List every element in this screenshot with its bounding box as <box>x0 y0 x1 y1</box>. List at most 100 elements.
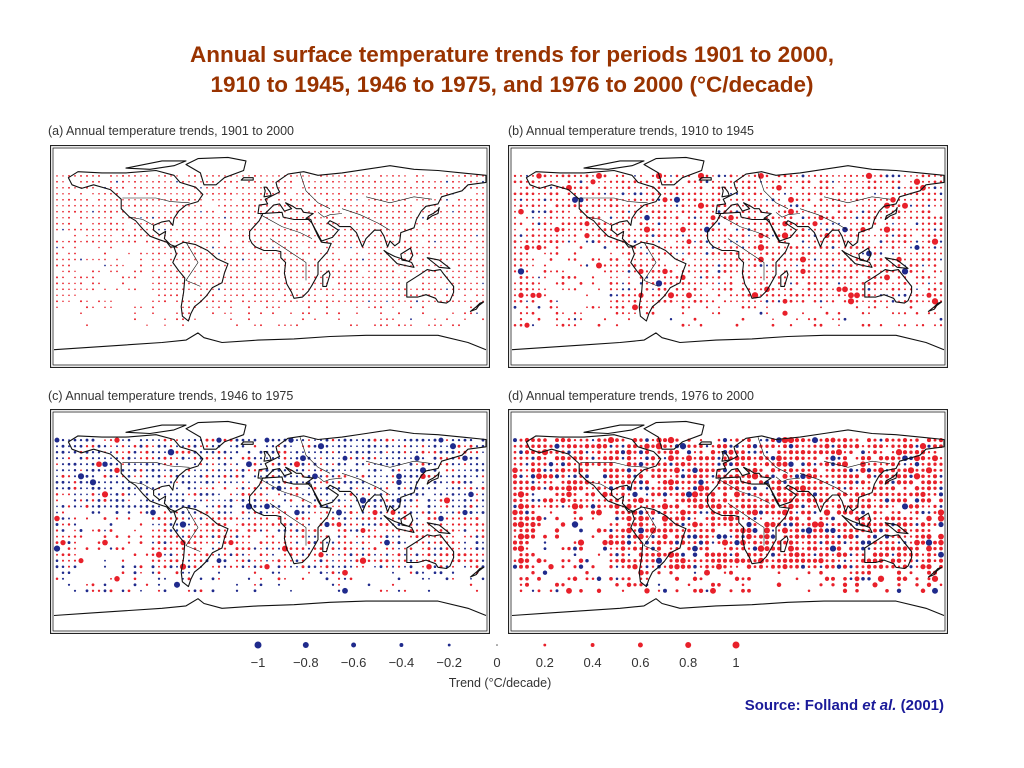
warming-dot <box>638 268 644 274</box>
warming-dot <box>254 270 256 273</box>
cooling-dot <box>157 469 161 472</box>
warming-dot <box>813 216 817 219</box>
warming-dot <box>86 228 88 231</box>
cooling-dot <box>164 451 166 454</box>
warming-dot <box>657 216 661 220</box>
warming-dot <box>235 565 239 568</box>
warming-dot <box>188 252 190 255</box>
warming-dot <box>260 222 262 225</box>
warming-dot <box>272 180 274 183</box>
warming-dot <box>115 535 119 538</box>
cooling-dot <box>692 467 698 474</box>
warming-dot <box>783 468 787 472</box>
cooling-dot <box>414 455 420 461</box>
warming-dot <box>747 270 751 273</box>
cooling-dot <box>241 486 245 490</box>
warming-dot <box>176 276 178 279</box>
warming-dot <box>525 312 529 315</box>
cooling-dot <box>86 493 88 496</box>
warming-dot <box>813 174 817 178</box>
cooling-dot <box>385 444 389 448</box>
warming-dot <box>688 204 690 207</box>
cooling-dot <box>639 192 643 196</box>
cooling-dot <box>451 571 455 574</box>
warming-dot <box>428 222 430 225</box>
cooling-dot <box>181 475 185 478</box>
warming-dot <box>933 287 937 291</box>
warming-dot <box>188 216 190 219</box>
warming-dot <box>700 258 702 261</box>
warming-dot <box>640 258 642 261</box>
warming-dot <box>513 252 517 255</box>
warming-dot <box>879 323 883 327</box>
warming-dot <box>525 475 529 478</box>
warming-dot <box>747 444 751 449</box>
cooling-dot <box>331 565 335 568</box>
warming-dot <box>555 252 559 255</box>
warming-dot <box>350 258 352 261</box>
warming-dot <box>567 204 571 207</box>
warming-dot <box>290 174 292 177</box>
warming-dot <box>832 186 834 189</box>
warming-dot <box>416 270 418 273</box>
warming-dot <box>814 186 816 189</box>
warming-dot <box>927 192 931 196</box>
warming-dot <box>699 270 703 273</box>
warming-dot <box>313 559 317 562</box>
cooling-dot <box>53 545 61 552</box>
warming-dot <box>374 264 376 267</box>
warming-dot <box>843 258 847 261</box>
warming-dot <box>356 204 358 207</box>
cooling-dot <box>638 461 644 467</box>
warming-dot <box>380 234 382 237</box>
warming-dot <box>218 204 220 207</box>
warming-dot <box>855 288 859 291</box>
cooling-dot <box>342 455 348 461</box>
warming-dot <box>543 180 547 183</box>
warming-dot <box>236 324 238 327</box>
warming-dot <box>837 444 841 449</box>
warming-dot <box>711 462 715 466</box>
warming-dot <box>639 228 643 231</box>
warming-dot <box>457 523 461 526</box>
warming-dot <box>386 264 388 267</box>
warming-dot <box>170 294 172 297</box>
cooling-dot <box>452 210 454 213</box>
warming-dot <box>127 450 131 454</box>
cooling-dot <box>338 517 340 520</box>
warming-dot <box>680 226 686 233</box>
cooling-dot <box>253 499 257 502</box>
warming-dot <box>699 186 703 190</box>
cooling-dot <box>145 462 149 466</box>
warming-dot <box>296 535 298 538</box>
cooling-dot <box>301 481 305 484</box>
cooling-dot <box>933 186 937 190</box>
cooling-dot <box>157 456 161 460</box>
warming-dot <box>741 198 745 201</box>
cooling-dot <box>247 439 251 442</box>
warming-dot <box>909 216 913 219</box>
cooling-dot <box>439 547 443 550</box>
cooling-dot <box>717 222 721 225</box>
cooling-dot <box>409 462 413 466</box>
warming-dot <box>236 523 238 526</box>
warming-dot <box>319 547 323 550</box>
warming-dot <box>452 240 454 243</box>
warming-dot <box>68 294 70 297</box>
cooling-dot <box>55 457 59 460</box>
warming-dot <box>591 228 595 231</box>
warming-dot <box>344 282 346 285</box>
warming-dot <box>897 234 901 237</box>
warming-dot <box>897 252 901 255</box>
warming-dot <box>199 541 203 544</box>
warming-dot <box>302 175 304 177</box>
cooling-dot <box>122 439 124 442</box>
warming-dot <box>145 450 149 454</box>
warming-dot <box>633 444 637 449</box>
cooling-dot <box>359 497 367 504</box>
warming-dot <box>350 216 352 219</box>
warming-dot <box>849 450 853 454</box>
cooling-dot <box>543 198 547 202</box>
warming-dot <box>867 180 871 184</box>
warming-dot <box>795 276 799 279</box>
